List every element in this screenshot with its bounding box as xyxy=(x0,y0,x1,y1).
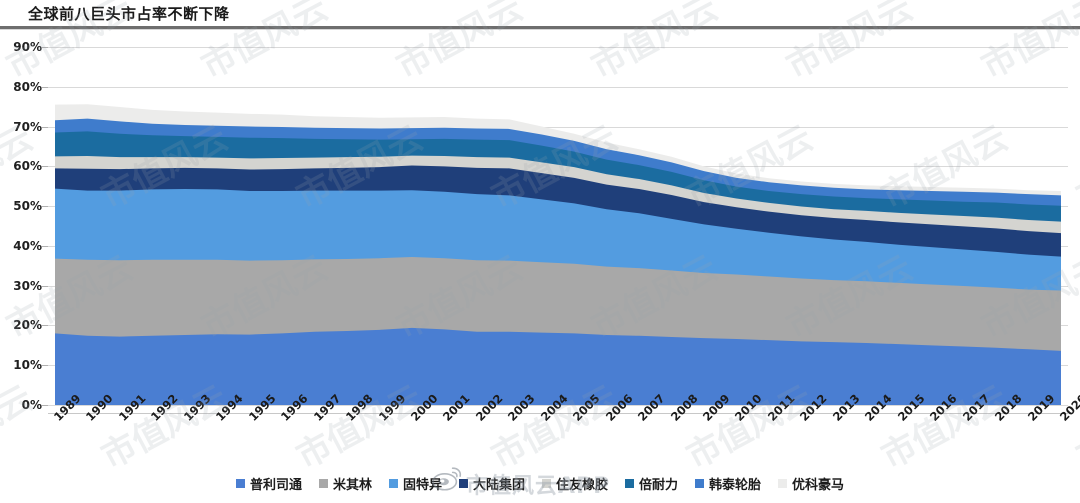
y-axis-tick-mark xyxy=(42,126,48,128)
legend-item[interactable]: 普利司通 xyxy=(235,474,302,493)
legend-item[interactable]: 优科豪马 xyxy=(778,474,844,493)
legend-swatch-icon xyxy=(695,478,705,488)
legend-label: 大陆集团 xyxy=(472,477,525,493)
y-axis-tick-label: 0% xyxy=(21,398,42,412)
legend-label: 米其林 xyxy=(332,477,372,493)
legend-label: 倍耐力 xyxy=(639,477,679,493)
y-axis-tick-label: 50% xyxy=(13,199,42,214)
y-axis-tick-label: 20% xyxy=(13,318,42,333)
y-axis-tick-label: 70% xyxy=(13,119,42,134)
y-axis-tick-mark xyxy=(42,285,48,287)
area-series-0 xyxy=(55,327,1061,405)
legend-item[interactable]: 米其林 xyxy=(318,474,372,493)
y-axis-tick-mark xyxy=(42,365,48,367)
gridline xyxy=(48,47,1068,48)
legend-swatch-icon xyxy=(318,478,328,488)
chart-legend: 普利司通 米其林 固特异 大陆集团 住友橡胶 倍耐力 韩泰轮胎 优科豪马 xyxy=(0,468,1080,498)
y-axis-tick-mark xyxy=(42,47,48,48)
legend-swatch-icon xyxy=(625,478,635,488)
y-axis-tick-mark xyxy=(42,405,48,406)
gridline xyxy=(48,86,1068,88)
y-axis-tick-mark xyxy=(42,86,48,88)
y-axis-tick-mark xyxy=(42,166,48,168)
y-axis-tick-label: 30% xyxy=(13,278,42,293)
legend-label: 固特异 xyxy=(402,477,442,493)
y-axis-tick-mark xyxy=(42,325,48,327)
gridline xyxy=(48,405,1068,406)
y-axis-tick-label: 80% xyxy=(13,79,42,94)
stacked-area-series xyxy=(55,104,1061,405)
legend-swatch-icon xyxy=(458,478,468,488)
title-divider xyxy=(0,26,1080,29)
legend-swatch-icon xyxy=(235,478,245,488)
legend-label: 普利司通 xyxy=(249,477,302,493)
title-divider-light xyxy=(0,29,1080,30)
page-title: 全球前八巨头市占率不断下降 xyxy=(28,5,230,23)
y-axis: 0% 10% 20% 30% 40% 50% 60% 70% 80% 90% xyxy=(0,34,46,414)
y-axis-tick-label: 90% xyxy=(13,40,42,54)
legend-item[interactable]: 固特异 xyxy=(388,474,442,493)
legend-label: 韩泰轮胎 xyxy=(709,477,762,493)
title-bar: 全球前八巨头市占率不断下降 xyxy=(0,0,1080,30)
chart-plot-area: 0% 10% 20% 30% 40% 50% 60% 70% 80% 90% xyxy=(0,34,1080,414)
legend-swatch-icon xyxy=(542,478,551,488)
legend-item[interactable]: 倍耐力 xyxy=(625,474,678,493)
x-axis: 1989 1990 1991 1992 1993 1994 1995 1996 1997 1998… xyxy=(48,391,1080,468)
y-axis-tick-mark xyxy=(42,245,48,247)
y-axis-tick-label: 40% xyxy=(13,238,42,253)
legend-item[interactable]: 韩泰轮胎 xyxy=(695,474,761,493)
gridline xyxy=(48,126,1068,128)
legend-label: 住友橡胶 xyxy=(556,477,609,493)
y-axis-tick-mark xyxy=(42,206,48,208)
legend-item[interactable]: 住友橡胶 xyxy=(542,474,608,493)
x-axis-baseline xyxy=(48,413,1068,414)
legend-label: 优科豪马 xyxy=(792,477,845,493)
y-axis-tick-label: 10% xyxy=(13,358,42,373)
legend-item[interactable]: 大陆集团 xyxy=(458,474,525,493)
y-axis-tick-label: 60% xyxy=(13,159,42,174)
legend-swatch-icon xyxy=(778,478,788,488)
legend-swatch-icon xyxy=(388,478,398,488)
